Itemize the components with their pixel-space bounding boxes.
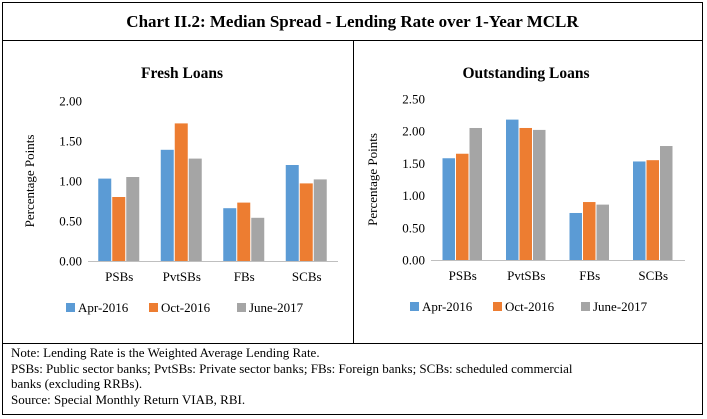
legend-swatch <box>149 303 158 312</box>
note-line: PSBs: Public sector banks; PvtSBs: Priva… <box>11 360 573 376</box>
bar <box>126 177 140 261</box>
note-line: banks (excluding RRBs). <box>11 376 143 391</box>
bar <box>174 123 188 262</box>
panel-title: Outstanding Loans <box>462 65 589 82</box>
bar <box>533 129 546 260</box>
y-axis-label: Percentage Points <box>22 135 37 228</box>
y-tick-label: 1.50 <box>402 156 425 171</box>
note-line: Source: Special Monthly Return VIAB, RBI… <box>11 391 246 407</box>
bar <box>442 158 455 260</box>
bar <box>469 127 482 260</box>
bar <box>251 217 265 261</box>
y-tick-label: 2.00 <box>402 124 425 139</box>
legend-label: Oct-2016 <box>161 300 211 315</box>
legend-label: Apr-2016 <box>422 299 473 314</box>
x-tick-label: FBs <box>234 269 255 284</box>
y-tick-label: 0.50 <box>59 214 82 229</box>
x-tick-label: SCBs <box>638 268 668 283</box>
y-tick-label: 0.00 <box>59 254 82 269</box>
notes-section: Note: Lending Rate is the Weighted Avera… <box>11 345 696 407</box>
legend-swatch <box>66 303 75 312</box>
y-tick-label: 2.00 <box>59 94 82 109</box>
y-tick-label: 0.00 <box>402 253 425 268</box>
bar <box>237 202 251 261</box>
bar <box>633 161 646 260</box>
chart-frame: Chart II.2: Median Spread - Lending Rate… <box>2 2 703 415</box>
bar <box>223 208 237 261</box>
legend-label: June-2017 <box>593 299 648 314</box>
bar <box>112 197 126 261</box>
y-tick-label: 0.50 <box>402 220 425 235</box>
bar <box>660 146 673 260</box>
bar <box>506 119 519 260</box>
y-tick-label: 2.50 <box>402 92 425 107</box>
y-tick-label: 1.00 <box>59 174 82 189</box>
bar <box>569 212 582 260</box>
legend-swatch <box>237 303 246 312</box>
panel-divider <box>353 41 354 343</box>
bar <box>596 204 609 260</box>
bar <box>646 160 659 260</box>
legend-swatch <box>581 302 590 311</box>
y-axis-label: Percentage Points <box>365 133 380 226</box>
bar <box>299 183 313 261</box>
bar <box>160 149 174 261</box>
legend-label: June-2017 <box>249 300 304 315</box>
bar <box>313 179 327 261</box>
bar <box>583 202 596 260</box>
bar <box>285 165 299 261</box>
legend-swatch <box>493 302 502 311</box>
y-tick-label: 1.50 <box>59 134 82 149</box>
notes-divider <box>3 343 702 344</box>
y-tick-label: 1.00 <box>402 188 425 203</box>
bar <box>98 178 112 261</box>
outstanding-loans-chart: Outstanding Loans Percentage Points 0.00 0.… <box>365 65 685 314</box>
legend-label: Apr-2016 <box>78 300 129 315</box>
fresh-loans-chart: Fresh Loans Percentage Points 0.00 0.50 1.00… <box>22 65 338 315</box>
bar <box>519 127 532 260</box>
panel-title: Fresh Loans <box>141 65 223 82</box>
x-tick-label: PvtSBs <box>163 269 201 284</box>
x-tick-label: PvtSBs <box>507 268 545 283</box>
legend-swatch <box>410 302 419 311</box>
legend-label: Oct-2016 <box>505 299 555 314</box>
x-tick-label: PSBs <box>449 268 477 283</box>
bar <box>456 153 469 260</box>
x-tick-label: PSBs <box>105 269 133 284</box>
x-tick-label: FBs <box>579 268 600 283</box>
note-line: Note: Lending Rate is the Weighted Avera… <box>11 345 320 360</box>
bar <box>188 158 202 261</box>
chart-title: Chart II.2: Median Spread - Lending Rate… <box>3 3 702 41</box>
x-tick-label: SCBs <box>292 269 322 284</box>
